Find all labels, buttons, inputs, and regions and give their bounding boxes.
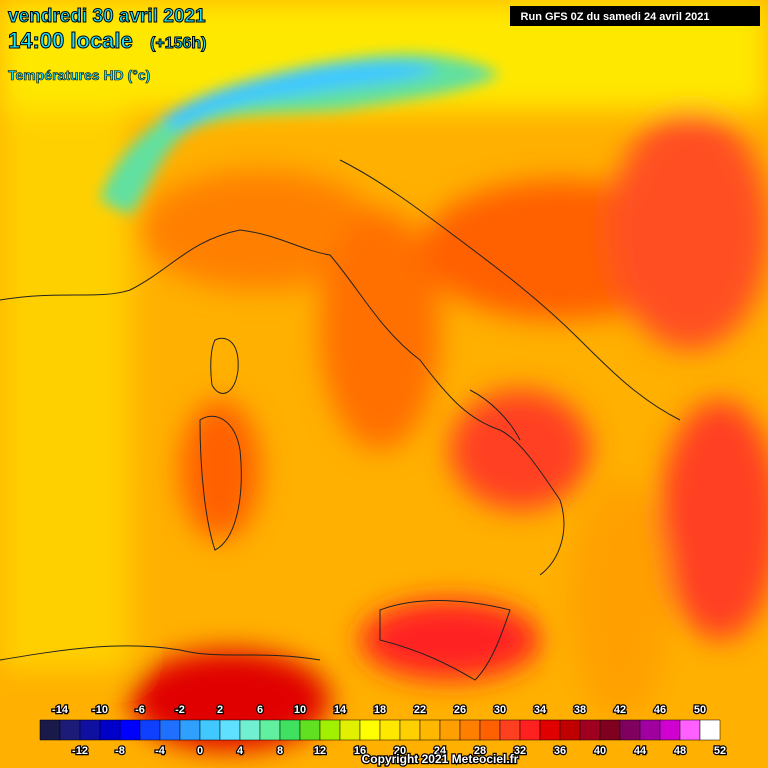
legend-swatch xyxy=(399,719,421,741)
legend-label: 34 xyxy=(534,704,547,716)
legend-swatch xyxy=(639,719,661,741)
forecast-date: vendredi 30 avril 2021 xyxy=(8,6,206,27)
legend-swatch xyxy=(539,719,561,741)
legend-label: 32 xyxy=(514,745,526,757)
legend-swatch xyxy=(579,719,601,741)
legend-label: 0 xyxy=(197,745,203,757)
legend-label: 46 xyxy=(654,704,666,716)
legend-swatch xyxy=(379,719,401,741)
legend-swatch xyxy=(119,719,141,741)
legend-label: 40 xyxy=(594,745,606,757)
legend-label: 44 xyxy=(634,745,647,757)
legend-swatch xyxy=(479,719,501,741)
legend-swatch xyxy=(359,719,381,741)
forecast-lead: (+156h) xyxy=(150,35,206,52)
legend-label: 42 xyxy=(614,704,626,716)
legend-label: 48 xyxy=(674,745,686,757)
legend-label: -8 xyxy=(115,745,125,757)
legend-label: 14 xyxy=(334,704,347,716)
legend-swatch xyxy=(219,719,241,741)
legend-label: 8 xyxy=(277,745,283,757)
legend-label: 18 xyxy=(374,704,386,716)
forecast-time: 14:00 locale xyxy=(8,28,133,53)
legend-swatch xyxy=(339,719,361,741)
legend-swatch xyxy=(139,719,161,741)
alps-cold-area xyxy=(100,53,500,215)
legend-swatch xyxy=(559,719,581,741)
legend-swatch xyxy=(459,719,481,741)
legend-swatch xyxy=(279,719,301,741)
legend-swatch xyxy=(39,719,61,741)
legend-swatch xyxy=(319,719,341,741)
legend-label: -12 xyxy=(72,745,88,757)
legend-swatch xyxy=(619,719,641,741)
legend-label: 28 xyxy=(474,745,486,757)
run-info: Run GFS 0Z du samedi 24 avril 2021 xyxy=(521,11,710,23)
legend-swatch xyxy=(659,719,681,741)
legend-swatch xyxy=(299,719,321,741)
legend-label: 12 xyxy=(314,745,326,757)
legend-label: 16 xyxy=(354,745,366,757)
legend-swatch xyxy=(519,719,541,741)
legend-label: 22 xyxy=(414,704,426,716)
legend-swatch xyxy=(199,719,221,741)
legend-label: 20 xyxy=(394,745,406,757)
legend-swatch xyxy=(159,719,181,741)
legend-swatch xyxy=(499,719,521,741)
legend-label: 4 xyxy=(237,745,244,757)
legend-label: 38 xyxy=(574,704,586,716)
legend-swatch xyxy=(59,719,81,741)
legend-label: -6 xyxy=(135,704,145,716)
legend-label: 26 xyxy=(454,704,466,716)
legend-label: 24 xyxy=(434,745,447,757)
legend-swatch xyxy=(599,719,621,741)
legend-label: 52 xyxy=(714,745,726,757)
legend-swatch xyxy=(179,719,201,741)
copyright: Copyright 2021 Meteociel.fr xyxy=(362,752,519,766)
legend-label: 10 xyxy=(294,704,306,716)
legend-label: -4 xyxy=(155,745,166,757)
legend-swatch xyxy=(259,719,281,741)
legend-swatch xyxy=(99,719,121,741)
legend-swatch xyxy=(679,719,701,741)
legend-label: 50 xyxy=(694,704,706,716)
legend-label: -14 xyxy=(52,704,69,716)
run-info-box xyxy=(510,6,760,26)
legend-label: -2 xyxy=(175,704,185,716)
legend-label: 2 xyxy=(217,704,223,716)
legend-swatch xyxy=(419,719,441,741)
legend-swatch xyxy=(439,719,461,741)
legend-swatch xyxy=(239,719,261,741)
legend-label: 36 xyxy=(554,745,566,757)
legend-label: -10 xyxy=(92,704,108,716)
field-name: Températures HD (°c) xyxy=(8,67,150,83)
legend-label: 6 xyxy=(257,704,263,716)
coastlines xyxy=(0,159,681,681)
color-legend: -14 -10 -6 -2 2 6 10 14 18 22 26 30 34 38 42 46 50-12 -8-… xyxy=(39,703,727,758)
legend-label: 30 xyxy=(494,704,506,716)
legend-swatch xyxy=(699,719,721,741)
legend-swatch xyxy=(79,719,101,741)
